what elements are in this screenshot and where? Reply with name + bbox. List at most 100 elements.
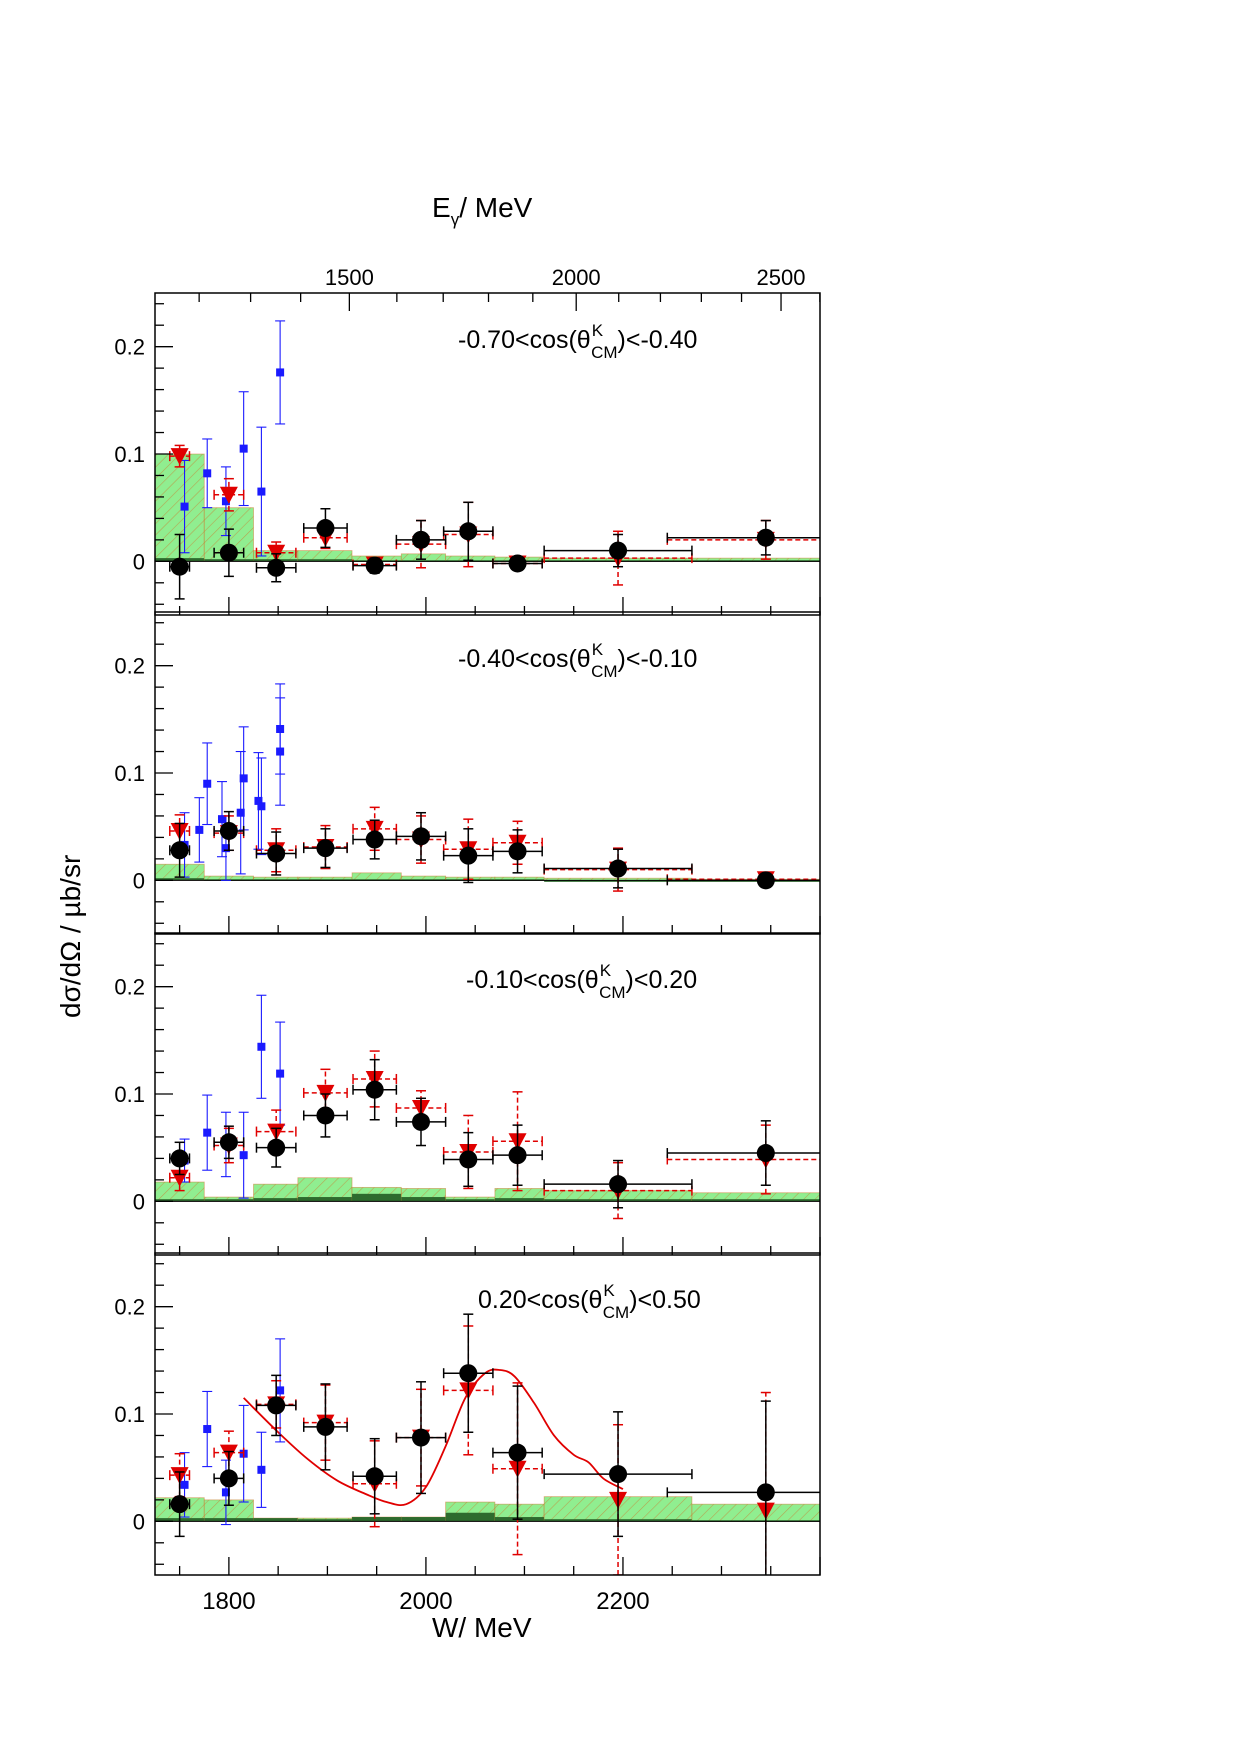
black-data-point [365,1080,384,1099]
black-data-point [267,558,286,577]
x-tick-label: 2200 [596,1588,649,1615]
syst-band-dark [401,1197,446,1202]
top-axis-title: Eγ/ MeV [432,192,533,229]
top-tick-label: 1500 [325,265,374,290]
blue-data-point [239,774,248,783]
black-data-point [170,1149,189,1168]
black-data-point [609,1465,628,1484]
black-data-point [508,554,527,573]
top-axis-title-rest: / MeV [459,192,532,223]
syst-band-dark [297,1519,353,1522]
black-data-point [412,530,430,549]
syst-band-dark [352,1517,402,1522]
black-data-point [508,1443,527,1462]
panel-plot-area [155,994,820,1220]
x-tick-label: 1800 [202,1588,255,1615]
black-data-point [609,1175,628,1194]
blue-data-point [257,802,266,811]
syst-band-dark [253,1198,298,1202]
y-tick-label: 0 [133,868,145,893]
blue-data-point [257,487,266,496]
blue-data-point [239,444,248,453]
black-data-point [365,556,384,575]
y-tick-label: 0.2 [114,654,145,679]
top-tick-label: 2500 [757,265,806,290]
black-data-point [267,844,286,863]
syst-band-dark [297,1197,353,1202]
black-data-point [365,1467,384,1486]
y-tick-label: 0.2 [114,975,145,1000]
panel-plot-area [155,1313,820,1575]
panel-1: 0 0.1 0.2 -0.70<cos(θK CM)<-0.40 [114,292,821,616]
syst-band-hatch [351,872,402,881]
y-tick-label: 0 [133,549,145,574]
blue-data-point [221,844,230,853]
black-data-point [316,1417,335,1436]
top-tick-label: 2000 [552,265,601,290]
black-data-point [267,1138,286,1157]
x-axis-title: W/ MeV [432,1612,532,1643]
panel-2: 0 0.1 0.2 -0.40<cos(θK CM)<-0.10 [114,611,821,935]
blue-data-point [180,502,189,511]
black-data-point [508,842,527,861]
blue-data-point [276,368,285,377]
y-tick-label: 0.1 [114,761,145,786]
black-data-point [756,871,775,890]
blue-data-point [221,1488,230,1497]
blue-data-point [203,469,212,478]
black-data-point [609,541,628,560]
top-axis-title-sub: γ [451,210,460,229]
black-data-point [219,543,238,562]
syst-band-dark [297,559,353,562]
blue-data-point [276,1069,285,1078]
y-tick-label: 0.2 [114,335,145,360]
y-tick-label: 0.1 [114,442,145,467]
syst-band-dark [494,1198,545,1202]
blue-data-point [203,1128,212,1137]
y-tick-label: 0.1 [114,1402,145,1427]
syst-band-dark [352,1193,402,1202]
syst-band-dark [204,1518,254,1522]
syst-band-hatch [400,553,447,562]
black-data-point [316,1106,335,1125]
blue-data-point [236,808,245,817]
model-curve [243,1368,624,1507]
syst-band-dark [155,878,205,881]
blue-data-point [239,1151,248,1160]
blue-data-point [257,1465,266,1474]
red-data-point [219,486,238,504]
panel-plot-area [155,320,820,600]
y-tick-label: 0.1 [114,1082,145,1107]
panel-label: -0.70<cos(θK CM)<-0.40 [458,321,697,362]
y-tick-label: 0 [133,1509,145,1534]
blue-data-point [180,1480,189,1489]
blue-data-point [257,1042,266,1051]
y-axis-title: dσ/dΩ / µb/sr [55,855,86,1018]
black-data-point [316,519,335,538]
panel-4: 0 0.1 0.2 0.20<cos(θK CM)<0.50 [114,1252,821,1576]
blue-data-point [203,1425,212,1434]
black-data-point [756,528,775,547]
y-tick-label: 0.2 [114,1295,145,1320]
blue-data-point [254,796,263,805]
black-data-point [609,859,628,878]
black-data-point [756,1144,775,1163]
black-data-point [508,1146,527,1165]
syst-band-dark [445,1199,495,1202]
black-data-point [412,1112,430,1131]
black-data-point [170,841,189,860]
black-data-point [316,839,335,858]
black-data-point [756,1483,775,1502]
black-data-point [267,1396,286,1415]
panels: 1500 2000 2500 0 0.1 0.2 -0.70<cos(θK CM)<-0.40… [114,265,821,1615]
black-data-point [459,1364,478,1383]
syst-band-dark [155,1199,205,1202]
black-data-point [219,1469,238,1488]
syst-band-hatch [691,1503,820,1522]
blue-data-point [276,724,285,733]
syst-band-dark [691,1199,820,1202]
top-axis-title-main: E [432,192,451,223]
black-data-point [412,827,430,846]
black-data-point [219,821,238,840]
